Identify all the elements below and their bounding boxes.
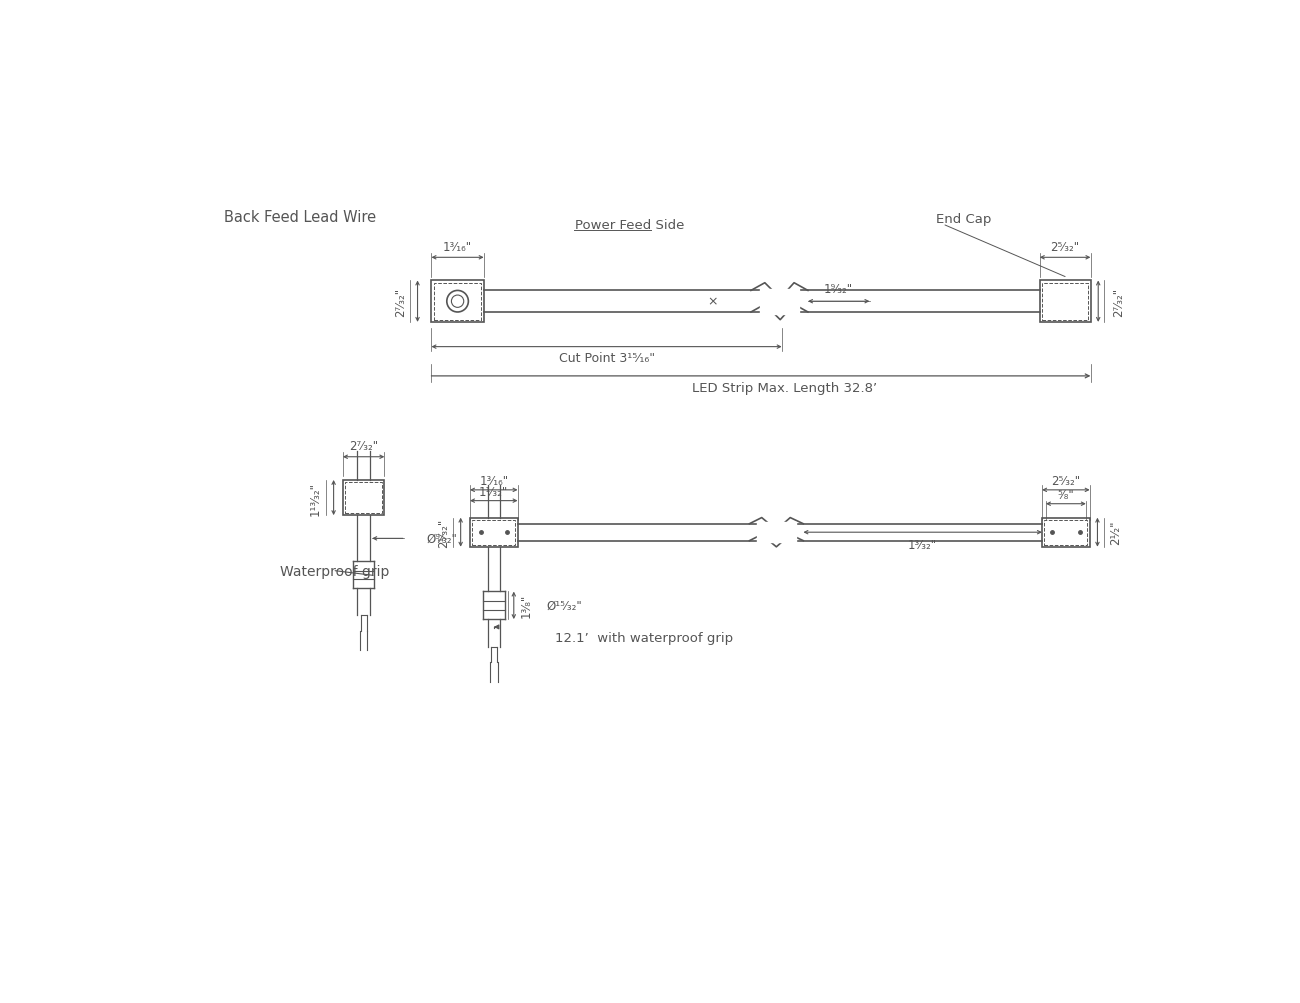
Text: 2¹⁄₃₂": 2¹⁄₃₂" <box>437 519 450 548</box>
Text: 1¹⁄₃₂": 1¹⁄₃₂" <box>480 485 508 498</box>
Bar <box>469 519 517 548</box>
Text: 1³⁄₁₆": 1³⁄₁₆" <box>443 241 472 254</box>
Text: 2¹⁄₂": 2¹⁄₂" <box>1109 521 1122 545</box>
Text: LED Strip Max. Length 32.8’: LED Strip Max. Length 32.8’ <box>692 381 876 394</box>
Text: ⁵⁄₈": ⁵⁄₈" <box>1057 488 1074 502</box>
Bar <box>1040 281 1091 323</box>
Text: Ø¹⁵⁄₃₂": Ø¹⁵⁄₃₂" <box>547 599 582 612</box>
Text: 1³⁄₃₂": 1³⁄₃₂" <box>909 539 937 552</box>
Text: End Cap: End Cap <box>936 213 991 226</box>
Bar <box>432 281 484 323</box>
Bar <box>434 284 481 320</box>
Text: Power Feed Side: Power Feed Side <box>576 220 685 233</box>
Text: ×: × <box>707 296 718 308</box>
Bar <box>1043 284 1088 320</box>
Text: 2⁵⁄₃₂": 2⁵⁄₃₂" <box>1050 241 1080 254</box>
Text: 1³⁄₁₆": 1³⁄₁₆" <box>480 474 508 487</box>
Text: 2⁷⁄₃₂": 2⁷⁄₃₂" <box>1112 287 1124 317</box>
Bar <box>472 521 515 545</box>
Text: Back Feed Lead Wire: Back Feed Lead Wire <box>224 210 376 225</box>
Bar <box>1044 521 1087 545</box>
Text: 1³⁄₈": 1³⁄₈" <box>520 594 533 618</box>
Text: 2⁵⁄₃₂": 2⁵⁄₃₂" <box>1052 474 1080 487</box>
Bar <box>346 482 382 514</box>
Text: 12.1’  with waterproof grip: 12.1’ with waterproof grip <box>555 632 733 645</box>
Text: Cut Point 3¹⁵⁄₁₆": Cut Point 3¹⁵⁄₁₆" <box>559 352 655 364</box>
Text: Ø⁹⁄₃₂": Ø⁹⁄₃₂" <box>426 533 456 546</box>
Text: 1⁹⁄₃₂": 1⁹⁄₃₂" <box>824 283 853 296</box>
Bar <box>343 480 385 516</box>
Text: Waterproof grip: Waterproof grip <box>280 564 389 578</box>
Text: 1¹³⁄₃₂": 1¹³⁄₃₂" <box>308 481 321 515</box>
Text: 2⁷⁄₃₂": 2⁷⁄₃₂" <box>350 440 378 453</box>
Text: 2⁷⁄₃₂": 2⁷⁄₃₂" <box>394 287 407 317</box>
Bar <box>1043 519 1089 548</box>
